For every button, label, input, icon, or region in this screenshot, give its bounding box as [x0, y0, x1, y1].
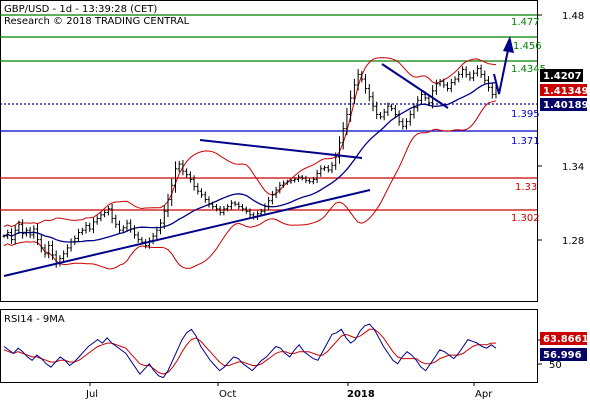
price-tick-3: 1.28 — [562, 236, 584, 247]
projection-arrow — [493, 36, 514, 95]
bollinger-bands — [3, 57, 497, 270]
level-label-133: 1.33 — [515, 182, 537, 193]
price-axis: 1.48 1.34 1.28 — [537, 11, 584, 247]
current-price-label: 1.4207 — [543, 71, 582, 82]
band-upper-label: 1.41349 — [543, 86, 589, 97]
month-2018: 2018 — [347, 389, 375, 400]
rising-support-trendline — [3, 189, 371, 277]
rsi-boxes: 63.8661 56.996 — [540, 332, 589, 361]
month-jul: Jul — [85, 389, 98, 400]
header-copyright: Research © 2018 TRADING CENTRAL — [4, 16, 190, 27]
price-tick-2: 1.34 — [562, 162, 584, 173]
level-label-1395: 1.395 — [511, 109, 540, 120]
bollinger-lower-line — [3, 100, 497, 270]
header-symbol: GBP/USD - 1d - 13:39:28 (CET) — [4, 4, 157, 15]
level-label-14345: 1.4345 — [511, 64, 546, 75]
support-resistance-levels: 1.477 1.456 1.4345 1.395 1.371 1.33 1.30… — [0, 14, 546, 224]
level-label-1371: 1.371 — [511, 136, 540, 147]
price-boxes: 1.4207 1.41349 1.40189 — [540, 69, 589, 111]
ma-price-label: 1.40189 — [543, 100, 589, 111]
bollinger-upper-line — [3, 57, 497, 228]
time-axis: Jul Oct 2018 Apr — [85, 382, 493, 400]
level-label-1302: 1.302 — [511, 213, 540, 224]
projection-path — [493, 49, 509, 95]
rsi-ma-line — [3, 328, 496, 375]
rsi-value: 56.996 — [543, 350, 582, 361]
level-label-1477: 1.477 — [511, 17, 540, 28]
main-panel-frame — [0, 0, 538, 302]
level-label-1456: 1.456 — [513, 41, 542, 52]
arrow-head-icon — [503, 36, 514, 53]
rsi-ma-value: 63.8661 — [543, 334, 589, 345]
price-series — [2, 64, 498, 268]
rsi-line — [3, 323, 497, 379]
band-upper-box — [540, 84, 587, 96]
trendlines — [3, 63, 449, 277]
month-oct: Oct — [219, 389, 236, 400]
rsi-panel-label: RSI14 - 9MA — [4, 314, 65, 325]
price-tick-1: 1.48 — [562, 11, 584, 22]
rsi-value-box — [540, 348, 587, 361]
current-price-box — [540, 69, 583, 82]
falling-resistance-trendline-2 — [381, 63, 449, 109]
rsi-ma-box — [540, 332, 587, 345]
rsi-lines — [3, 323, 497, 379]
falling-resistance-trendline-1 — [199, 139, 363, 159]
ma-price-box — [540, 98, 587, 111]
rsi-tick-50: 50 — [549, 360, 562, 371]
month-apr: Apr — [475, 389, 493, 400]
rsi-panel-frame — [0, 309, 538, 383]
